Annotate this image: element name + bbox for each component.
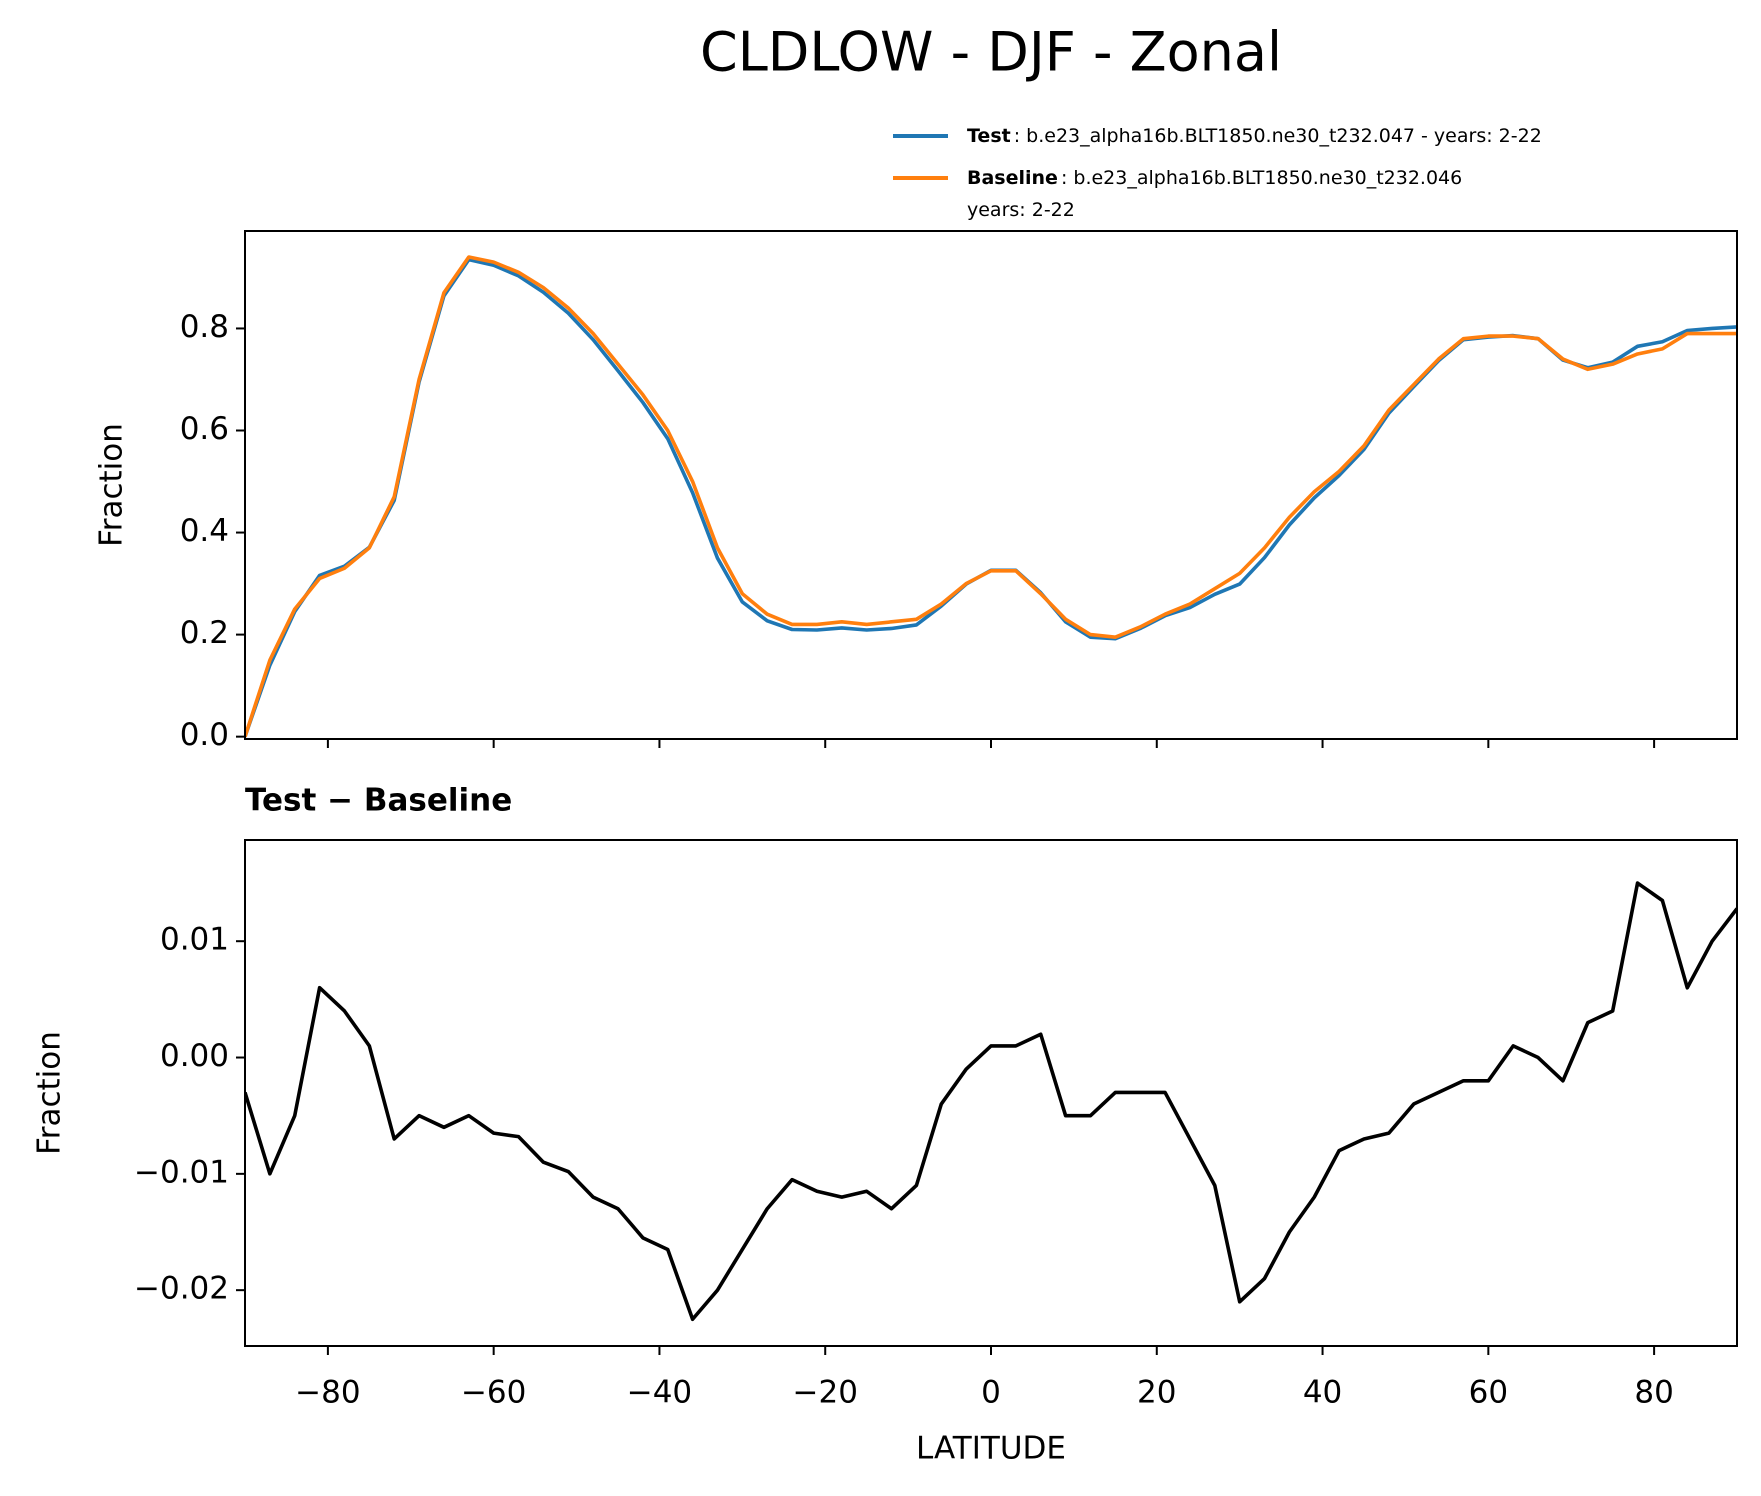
x-tick-label: 40 xyxy=(1303,1375,1342,1411)
x-tick-label: −20 xyxy=(793,1375,858,1411)
x-tick-label: 20 xyxy=(1137,1375,1176,1411)
data-line xyxy=(245,255,1737,738)
legend-name: Baseline xyxy=(967,167,1058,189)
legend-name: Test xyxy=(967,125,1011,147)
x-tick-label: −60 xyxy=(461,1375,526,1411)
y-tick-label: 0.2 xyxy=(180,615,229,651)
legend-label: Test: b.e23_alpha16b.BLT1850.ne30_t232.0… xyxy=(967,125,1542,147)
legend-description: years: 2-22 xyxy=(967,199,1075,221)
y-tick-label: 0.4 xyxy=(180,513,229,549)
y-tick-label: 0.8 xyxy=(180,309,229,345)
y-axis-label: Fraction xyxy=(32,1031,68,1155)
y-tick-label: 0.0 xyxy=(180,717,229,753)
y-tick-label: 0.00 xyxy=(160,1038,229,1074)
axes-title: Test − Baseline xyxy=(245,783,512,819)
legend-description: : b.e23_alpha16b.BLT1850.ne30_t232.047 -… xyxy=(1014,125,1542,147)
y-tick-label: −0.01 xyxy=(134,1154,229,1190)
data-line xyxy=(245,881,1737,1322)
legend-description: : b.e23_alpha16b.BLT1850.ne30_t232.046 xyxy=(1061,167,1462,189)
y-axis-label: Fraction xyxy=(94,423,130,547)
x-tick-label: 60 xyxy=(1469,1375,1508,1411)
x-tick-label: −80 xyxy=(295,1375,360,1411)
y-tick-label: 0.01 xyxy=(160,922,229,958)
legend-label: Baseline: b.e23_alpha16b.BLT1850.ne30_t2… xyxy=(967,167,1462,189)
y-tick-label: 0.6 xyxy=(180,411,229,447)
data-line xyxy=(245,257,1737,738)
axes-frame xyxy=(244,230,1738,740)
axes-frame xyxy=(244,839,1738,1347)
y-tick-label: −0.02 xyxy=(134,1271,229,1307)
x-tick-label: 80 xyxy=(1634,1375,1673,1411)
x-tick-label: 0 xyxy=(981,1375,1001,1411)
x-axis-label: LATITUDE xyxy=(916,1431,1066,1467)
legend-label: years: 2-22 xyxy=(967,199,1075,221)
figure-title: CLDLOW - DJF - Zonal xyxy=(700,21,1282,84)
x-tick-label: −40 xyxy=(627,1375,692,1411)
